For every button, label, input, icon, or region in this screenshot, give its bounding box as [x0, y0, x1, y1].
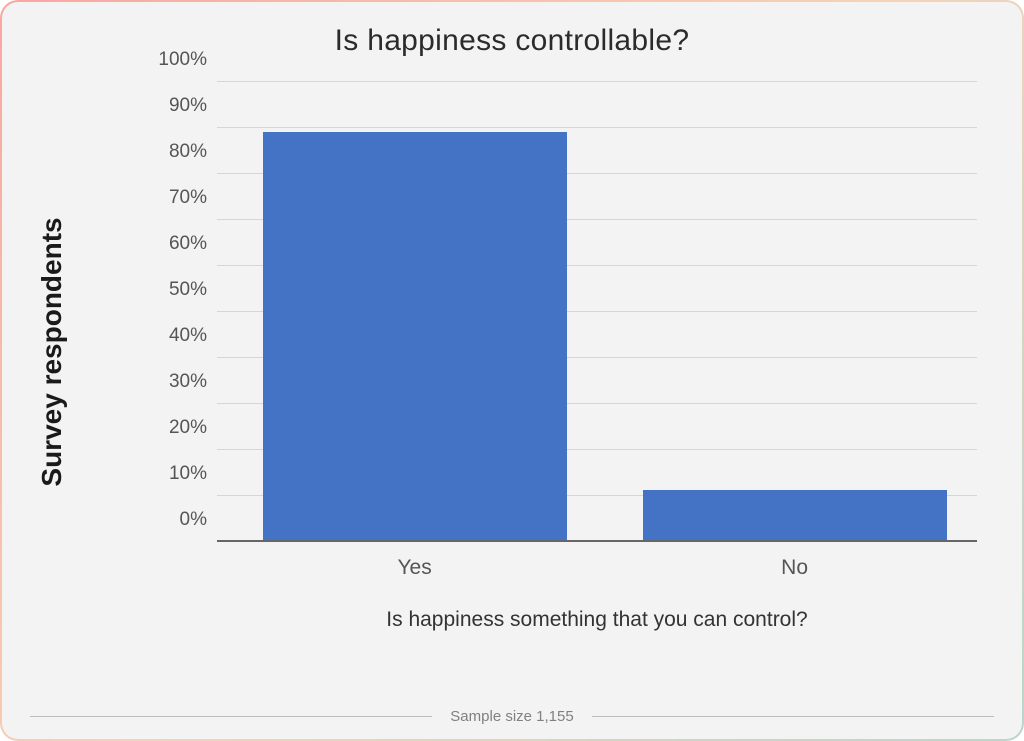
sample-size-caption: Sample size 1,155: [450, 708, 573, 725]
y-tick-label: 0%: [180, 509, 207, 531]
footer-rule-right: [592, 716, 994, 717]
card-border: Is happiness controllable? Survey respon…: [0, 0, 1024, 741]
y-tick-label: 70%: [169, 187, 207, 209]
y-tick-label: 20%: [169, 417, 207, 439]
y-tick-label: 50%: [169, 279, 207, 301]
y-axis-label: Survey respondents: [36, 217, 68, 486]
card: Is happiness controllable? Survey respon…: [2, 2, 1022, 739]
x-tick-label: Yes: [397, 556, 431, 580]
footer: Sample size 1,155: [2, 708, 1022, 725]
y-tick-label: 80%: [169, 141, 207, 163]
y-tick-label: 30%: [169, 371, 207, 393]
plot-area: 0%10%20%30%40%50%60%70%80%90%100% YesNo …: [217, 82, 977, 542]
gridline: [217, 127, 977, 128]
x-axis-label: Is happiness something that you can cont…: [386, 608, 807, 632]
y-tick-label: 100%: [158, 49, 207, 71]
y-tick-label: 90%: [169, 95, 207, 117]
x-tick-label: No: [781, 556, 808, 580]
bar: [643, 490, 947, 541]
chart: Survey respondents 0%10%20%30%40%50%60%7…: [62, 72, 982, 632]
bar: [263, 132, 567, 541]
y-tick-label: 40%: [169, 325, 207, 347]
gridline: [217, 81, 977, 82]
y-tick-label: 10%: [169, 463, 207, 485]
footer-rule-left: [30, 716, 432, 717]
x-axis: [217, 540, 977, 542]
chart-title: Is happiness controllable?: [2, 2, 1022, 58]
y-tick-label: 60%: [169, 233, 207, 255]
